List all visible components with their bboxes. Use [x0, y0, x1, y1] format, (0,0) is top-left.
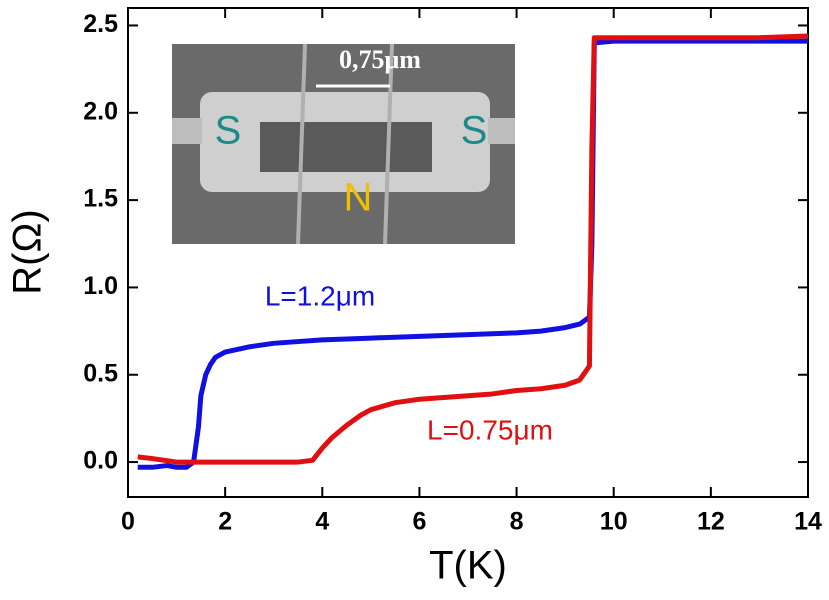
y-tick-label: 2.0 [83, 97, 118, 125]
sem-lead [488, 118, 515, 144]
x-tick-label: 0 [121, 508, 135, 536]
sem-hole [260, 122, 432, 172]
sem-wire [296, 43, 307, 245]
y-axis-label: R(Ω) [6, 209, 50, 294]
scale-label: 0,75μm [339, 45, 421, 74]
inset-label: S [215, 109, 242, 153]
x-tick-label: 10 [600, 508, 628, 536]
x-axis-label: T(K) [429, 544, 507, 588]
x-tick-label: 4 [315, 508, 329, 536]
x-tick-label: 12 [697, 508, 725, 536]
sem-wire [383, 43, 394, 245]
x-tick-label: 8 [510, 508, 524, 536]
series-label: L=1.2μm [265, 280, 375, 311]
inset-label: N [344, 176, 373, 220]
x-tick-label: 14 [794, 508, 822, 536]
inset: 0,75μm S S N [172, 43, 515, 245]
y-tick-label: 0.0 [83, 447, 118, 475]
sem-lead [172, 118, 202, 144]
series-line [137, 33, 809, 465]
series-label: L=0.75μm [427, 414, 553, 445]
inset-label: S [461, 109, 488, 153]
x-tick-label: 6 [412, 508, 426, 536]
y-tick-label: 0.5 [83, 359, 118, 387]
y-tick-label: 2.5 [83, 10, 118, 38]
x-tick-label: 2 [218, 508, 232, 536]
plot-frame [127, 7, 809, 498]
y-tick-label: 1.0 [83, 272, 118, 300]
y-tick-label: 1.5 [83, 185, 118, 213]
